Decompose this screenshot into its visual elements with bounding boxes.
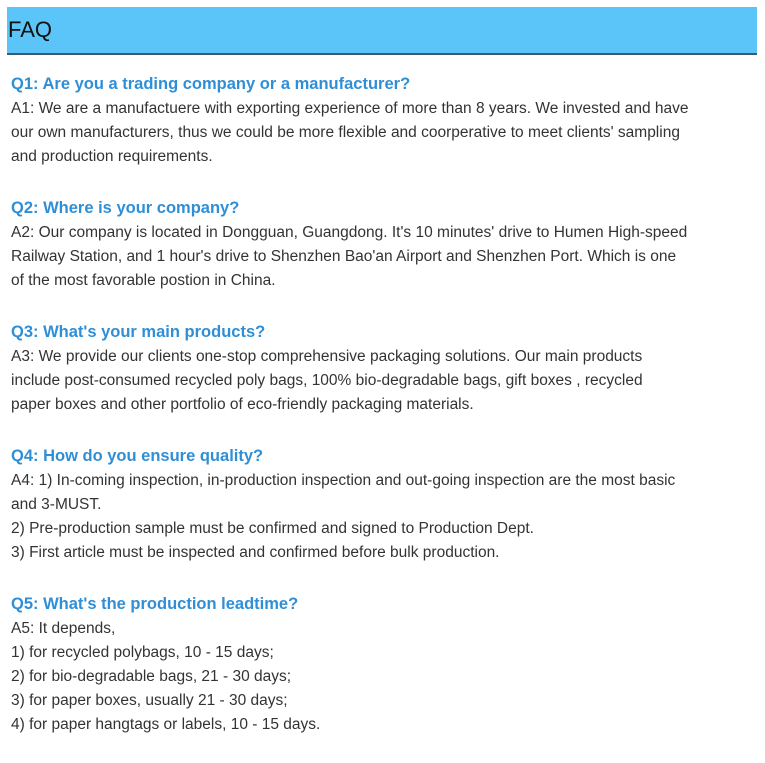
faq-answer-line: A3: We provide our clients one-stop comp…: [11, 348, 643, 365]
faq-answer-line: A1: We are a manufactuere with exporting…: [11, 100, 689, 117]
faq-answer-line: 1) for recycled polybags, 10 - 15 days;: [11, 644, 274, 661]
faq-answer-line: A2: Our company is located in Dongguan, …: [11, 224, 688, 241]
faq-question: Q5: What's the production leadtime?: [11, 595, 299, 613]
faq-answer-line: our own manufacturers, thus we could be …: [11, 124, 680, 141]
faq-header: FAQ: [7, 7, 757, 55]
faq-question: Q2: Where is your company?: [11, 199, 240, 217]
faq-question: Q3: What's your main products?: [11, 323, 266, 341]
faq-item: Q4: How do you ensure quality? A4: 1) In-…: [11, 443, 761, 565]
faq-answer-line: 2) for bio-degradable bags, 21 - 30 days…: [11, 668, 292, 685]
faq-item: Q3: What's your main products? A3: We pro…: [11, 319, 761, 417]
faq-answer-line: and production requirements.: [11, 148, 213, 165]
faq-answer-line: 2) Pre-production sample must be confirm…: [11, 520, 534, 537]
faq-answer-line: A4: 1) In-coming inspection, in-producti…: [11, 472, 676, 489]
faq-answer-line: 3) for paper boxes, usually 21 - 30 days…: [11, 692, 288, 709]
faq-answer-line: paper boxes and other portfolio of eco-f…: [11, 396, 474, 413]
faq-question: Q4: How do you ensure quality?: [11, 447, 264, 465]
faq-answer-line: and 3-MUST.: [11, 496, 102, 513]
faq-item: Q1: Are you a trading company or a manuf…: [11, 71, 761, 169]
faq-list: Q1: Are you a trading company or a manuf…: [11, 71, 761, 763]
faq-answer-line: A5: It depends,: [11, 620, 116, 637]
faq-answer-line: include post-consumed recycled poly bags…: [11, 372, 643, 389]
page-title: FAQ: [8, 17, 53, 42]
faq-answer-line: 3) First article must be inspected and c…: [11, 544, 500, 561]
faq-answer-line: Railway Station, and 1 hour's drive to S…: [11, 248, 677, 265]
faq-item: Q5: What's the production leadtime? A5: I…: [11, 591, 761, 737]
faq-question: Q1: Are you a trading company or a manuf…: [11, 75, 411, 93]
faq-answer-line: 4) for paper hangtags or labels, 10 - 15…: [11, 716, 321, 733]
faq-answer-line: of the most favorable postion in China.: [11, 272, 276, 289]
faq-item: Q2: Where is your company? A2: Our compan…: [11, 195, 761, 293]
